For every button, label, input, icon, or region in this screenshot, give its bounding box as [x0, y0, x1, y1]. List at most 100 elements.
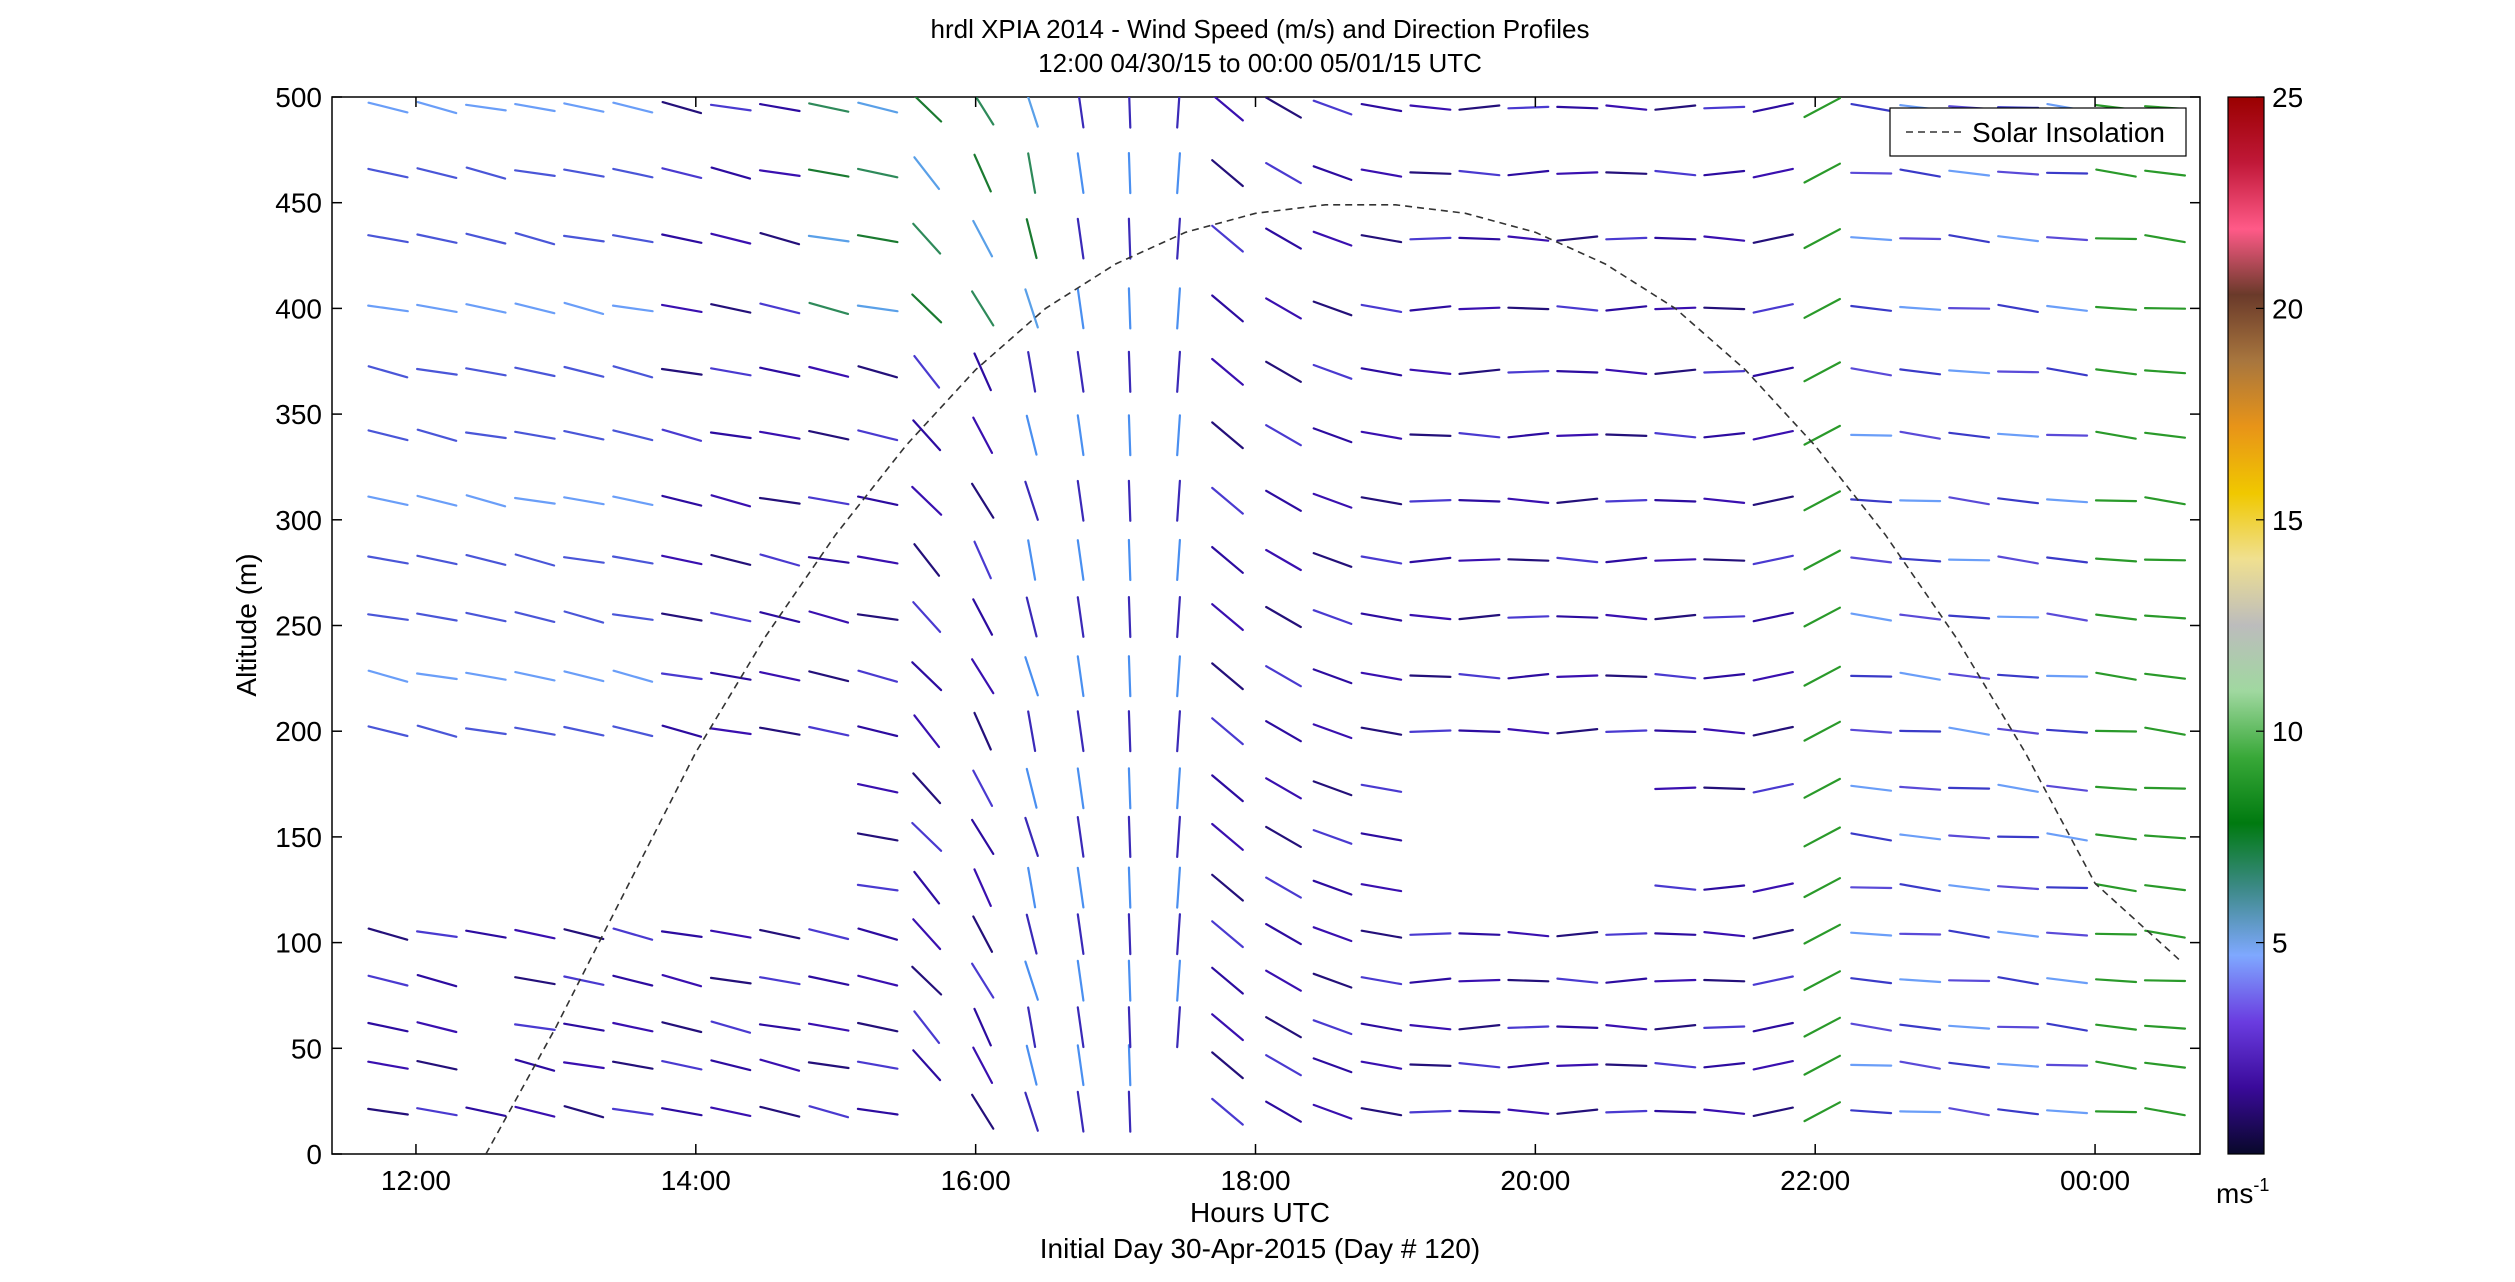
- wind-barb: [1176, 350, 1182, 393]
- wind-barb: [2045, 1109, 2089, 1115]
- wind-barb: [1947, 979, 1991, 983]
- wind-barb: [1654, 368, 1697, 375]
- wind-barb: [1850, 832, 1893, 842]
- wind-barb: [1803, 970, 1842, 992]
- wind-barb: [1360, 883, 1403, 893]
- wind-barb: [1312, 668, 1353, 685]
- wind-barb: [1556, 305, 1599, 312]
- wind-barb: [416, 973, 458, 988]
- wind-barb: [1948, 369, 1991, 375]
- y-tick-label: 100: [275, 928, 322, 959]
- wind-barb: [808, 365, 850, 378]
- wind-barb: [758, 102, 801, 113]
- wind-barb: [1211, 1051, 1244, 1080]
- wind-barb: [1211, 357, 1244, 386]
- wind-barb: [1803, 1054, 1842, 1076]
- wind-barb: [1752, 430, 1794, 441]
- wind-barb: [1127, 350, 1132, 393]
- wind-barb: [1360, 430, 1403, 440]
- wind-barb: [416, 930, 458, 939]
- wind-barb: [1027, 866, 1037, 909]
- wind-barb: [1027, 1006, 1037, 1049]
- wind-barb: [970, 818, 995, 856]
- wind-barb: [1654, 169, 1697, 177]
- wind-barb: [416, 494, 458, 507]
- wind-barb: [857, 974, 899, 987]
- wind-barb: [416, 367, 458, 376]
- wind-barb: [1803, 490, 1842, 512]
- wind-barb: [1409, 1023, 1452, 1031]
- wind-barb: [1556, 370, 1599, 374]
- wind-barb: [1803, 826, 1842, 848]
- solar-insolation-line: [485, 204, 2180, 1154]
- wind-barb: [514, 232, 556, 246]
- wind-barb: [1312, 230, 1353, 247]
- wind-barb: [1703, 615, 1746, 619]
- wind-barb: [1803, 361, 1842, 383]
- wind-barb: [2045, 498, 2089, 504]
- wind-barb: [913, 870, 941, 905]
- wind-barb: [1899, 729, 1942, 733]
- wind-barb: [1997, 727, 2040, 735]
- wind-barb: [660, 1107, 703, 1117]
- wind-barb: [1265, 1100, 1302, 1123]
- wind-barb: [367, 167, 409, 179]
- wind-barb: [808, 102, 850, 113]
- wind-barb: [1127, 595, 1132, 639]
- wind-barb: [1996, 1025, 2040, 1029]
- x-tick-label: 12:00: [381, 1165, 451, 1196]
- wind-barb: [758, 1023, 801, 1032]
- wind-barb: [1176, 287, 1182, 330]
- wind-barb: [1850, 728, 1893, 734]
- wind-barb: [1409, 556, 1452, 564]
- wind-barb: [913, 714, 941, 749]
- wind-barb: [1176, 595, 1182, 639]
- wind-barb: [1458, 432, 1501, 439]
- wind-barb: [611, 234, 654, 244]
- wind-barb: [1458, 613, 1501, 621]
- wind-barb: [1703, 1061, 1746, 1069]
- wind-barb: [1409, 932, 1452, 936]
- wind-barb: [2095, 978, 2138, 984]
- y-tick-label: 150: [275, 822, 322, 853]
- wind-barb: [2144, 834, 2187, 840]
- wind-barb: [1312, 1019, 1353, 1036]
- wind-barb: [1654, 786, 1697, 791]
- wind-barb: [1948, 834, 1991, 840]
- wind-barb: [2045, 674, 2089, 678]
- wind-barb: [709, 727, 752, 736]
- wind-barb: [970, 290, 995, 327]
- wind-barb: [2046, 1022, 2088, 1032]
- wind-barb: [1265, 825, 1302, 849]
- wind-barb: [1409, 1109, 1452, 1114]
- x-tick-label: 18:00: [1220, 1165, 1290, 1196]
- wind-barb: [973, 540, 992, 580]
- wind-barb: [465, 232, 507, 245]
- wind-barb: [972, 219, 994, 258]
- wind-barb: [2144, 672, 2186, 680]
- wind-barb: [1997, 303, 2039, 313]
- wind-barb: [1654, 884, 1697, 891]
- wind-barb: [661, 428, 703, 442]
- wind-barb: [709, 671, 752, 681]
- wind-barb: [563, 365, 605, 378]
- wind-barb: [807, 1061, 850, 1070]
- wind-barb: [1507, 497, 1550, 504]
- wind-barb: [913, 543, 941, 577]
- wind-barb: [1997, 783, 2039, 793]
- wind-barb: [1360, 726, 1403, 736]
- wind-barb: [1948, 1061, 1991, 1069]
- wind-barb: [1458, 236, 1501, 241]
- y-tick-label: 200: [275, 716, 322, 747]
- wind-barb: [1997, 976, 2039, 986]
- wind-barb: [2144, 1024, 2187, 1030]
- wind-barb: [514, 726, 556, 736]
- wind-barb: [856, 613, 899, 621]
- wind-barb: [1312, 828, 1353, 845]
- wind-barb: [367, 304, 409, 313]
- wind-barb: [1899, 305, 1942, 311]
- wind-barb: [1211, 1013, 1244, 1042]
- wind-barb: [1076, 710, 1085, 753]
- wind-barb: [913, 1010, 941, 1045]
